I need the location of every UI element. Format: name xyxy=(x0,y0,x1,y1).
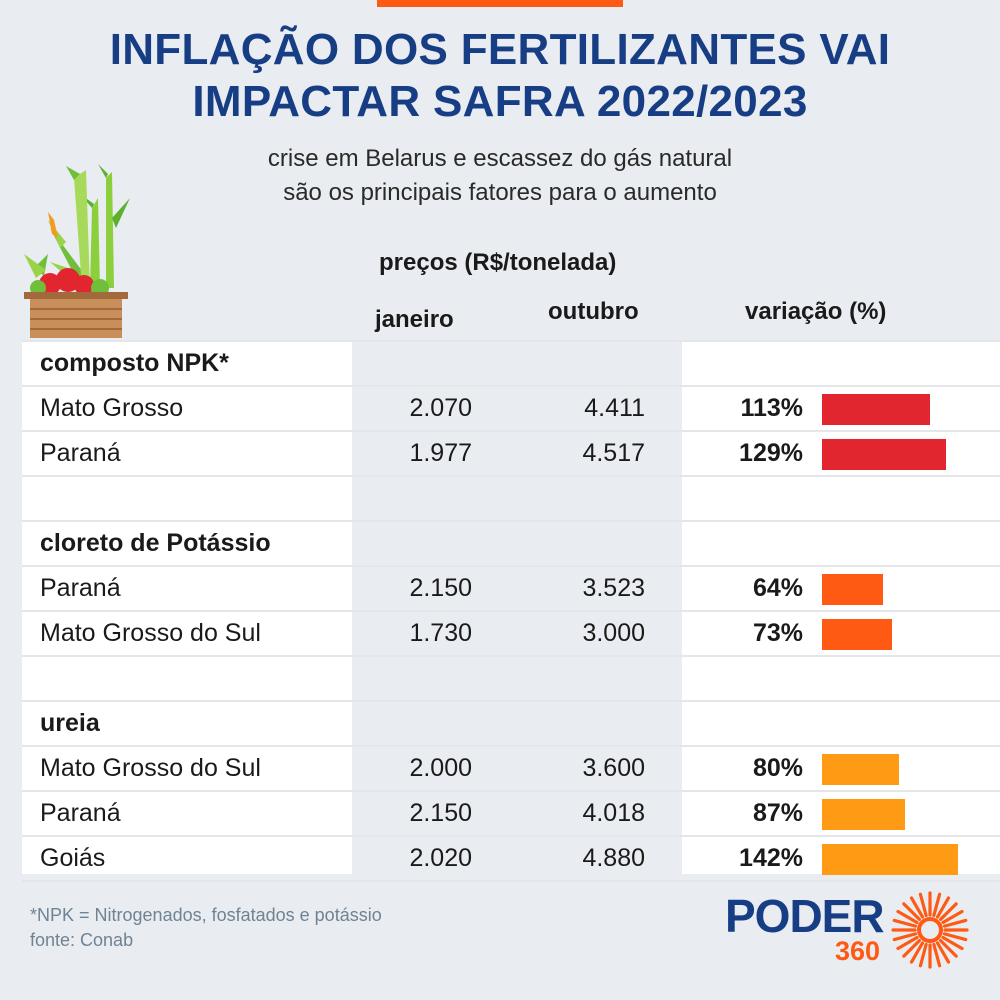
row-divider xyxy=(22,385,1000,387)
january-header: janeiro xyxy=(375,306,454,333)
row-divider xyxy=(22,655,1000,657)
sun-burst-icon xyxy=(891,891,969,969)
variation-value: 129% xyxy=(739,439,803,467)
page-title: INFLAÇÃO DOS FERTILIZANTES VAI IMPACTAR … xyxy=(0,24,1000,128)
variation-value: 73% xyxy=(752,619,803,647)
label-column-bg xyxy=(22,341,352,874)
region-label: Paraná xyxy=(40,574,121,602)
variation-value: 80% xyxy=(752,754,803,782)
poder360-logo: PODER 360 xyxy=(725,890,975,972)
logo-wordmark: PODER xyxy=(725,890,885,942)
table-row: Paraná 2.150 3.523 64% xyxy=(0,566,1000,611)
january-value: 1.977 xyxy=(409,439,472,467)
row-divider xyxy=(22,835,1000,837)
region-label: Mato Grosso do Sul xyxy=(40,754,261,782)
row-divider xyxy=(22,700,1000,702)
row-divider xyxy=(22,610,1000,612)
table-row: Goiás 2.020 4.880 142% xyxy=(0,836,1000,881)
region-label: Paraná xyxy=(40,799,121,827)
january-value: 1.730 xyxy=(409,619,472,647)
october-value: 4.411 xyxy=(584,394,645,422)
prices-header: preços (R$/tonelada) xyxy=(379,249,617,276)
region-label: Mato Grosso xyxy=(40,394,184,422)
october-value: 3.000 xyxy=(582,619,645,647)
top-accent-bar xyxy=(377,0,623,7)
variation-bar xyxy=(822,754,899,785)
table-row: Mato Grosso do Sul 1.730 3.000 73% xyxy=(0,611,1000,656)
source-note: fonte: Conab xyxy=(30,930,134,950)
october-value: 3.600 xyxy=(582,754,645,782)
table-row: Mato Grosso do Sul 2.000 3.600 80% xyxy=(0,746,1000,791)
row-divider xyxy=(22,340,1000,342)
row-divider xyxy=(22,745,1000,747)
row-divider xyxy=(22,565,1000,567)
table-row: Mato Grosso 2.070 4.411 113% xyxy=(0,386,1000,431)
variation-value: 87% xyxy=(752,799,803,827)
variation-bar xyxy=(822,394,930,425)
variation-value: 142% xyxy=(739,844,803,872)
row-divider xyxy=(22,475,1000,477)
variation-value: 64% xyxy=(752,574,803,602)
group-name: cloreto de Potássio xyxy=(40,529,271,557)
table-row: Paraná 1.977 4.517 129% xyxy=(0,431,1000,476)
variation-bar xyxy=(822,439,946,470)
region-label: Mato Grosso do Sul xyxy=(40,619,261,647)
group-header-row: composto NPK* xyxy=(0,341,1000,386)
group-name: composto NPK* xyxy=(40,349,229,377)
october-value: 4.018 xyxy=(582,799,645,827)
october-value: 4.880 xyxy=(582,844,645,872)
title-line-2: IMPACTAR SAFRA 2022/2023 xyxy=(192,77,808,126)
october-header: outubro xyxy=(548,298,639,325)
variation-column-bg xyxy=(682,341,1000,874)
vegetable-crate-illustration xyxy=(24,164,130,338)
october-value: 3.523 xyxy=(582,574,645,602)
table-row: Paraná 2.150 4.018 87% xyxy=(0,791,1000,836)
group-header-row: ureia xyxy=(0,701,1000,746)
region-label: Goiás xyxy=(40,844,106,872)
row-divider xyxy=(22,520,1000,522)
subtitle-line-1: crise em Belarus e escassez do gás natur… xyxy=(267,145,733,172)
january-value: 2.150 xyxy=(409,799,472,827)
group-header-row: cloreto de Potássio xyxy=(0,521,1000,566)
footnote: *NPK = Nitrogenados, fosfatados e potáss… xyxy=(30,905,382,925)
row-divider xyxy=(22,880,1000,882)
row-divider xyxy=(22,430,1000,432)
variation-bar xyxy=(822,799,905,830)
region-label: Paraná xyxy=(40,439,121,467)
group-name: ureia xyxy=(40,709,100,737)
subtitle-line-2: são os principais fatores para o aumento xyxy=(283,179,717,206)
logo-number: 360 xyxy=(835,936,881,966)
january-value: 2.020 xyxy=(409,844,472,872)
row-divider xyxy=(22,790,1000,792)
variation-value: 113% xyxy=(740,394,803,422)
variation-bar xyxy=(822,574,883,605)
subtitle: crise em Belarus e escassez do gás natur… xyxy=(0,142,1000,210)
january-value: 2.070 xyxy=(409,394,472,422)
title-line-1: INFLAÇÃO DOS FERTILIZANTES VAI xyxy=(109,25,891,74)
january-value: 2.150 xyxy=(409,574,472,602)
variation-bar xyxy=(822,619,892,650)
variation-bar xyxy=(822,844,958,875)
january-value: 2.000 xyxy=(409,754,472,782)
variation-header: variação (%) xyxy=(745,298,887,325)
october-value: 4.517 xyxy=(582,439,645,467)
